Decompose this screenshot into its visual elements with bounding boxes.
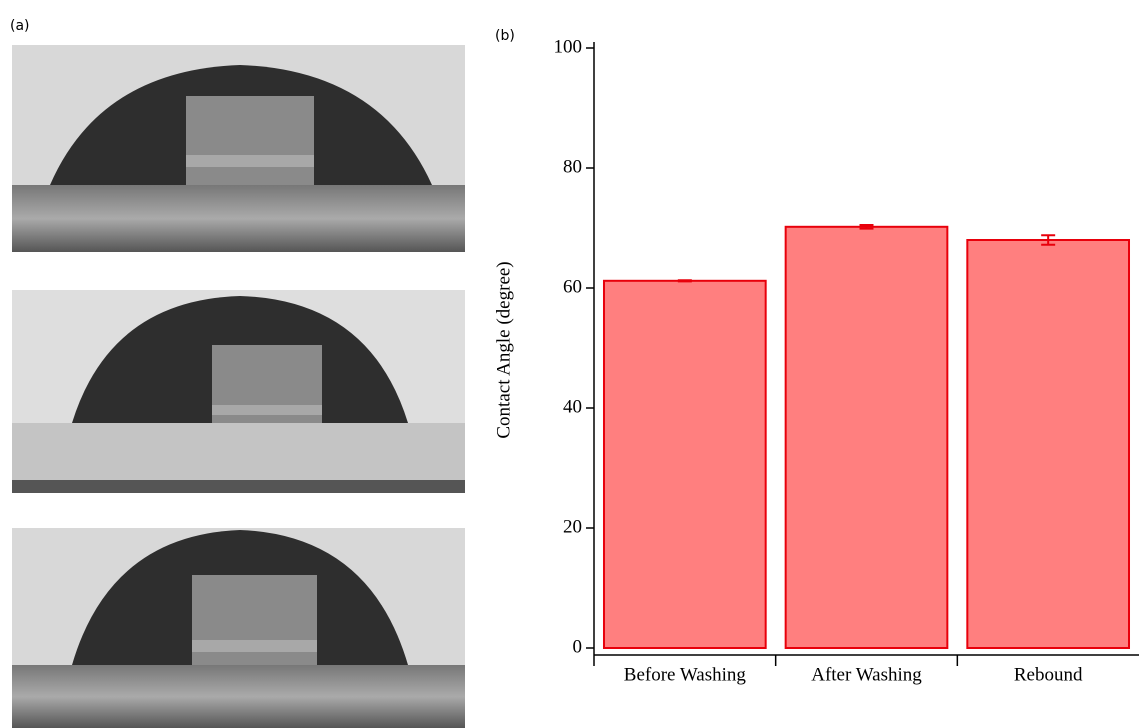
bar	[604, 281, 766, 648]
droplet-photo	[12, 528, 465, 728]
x-tick-label: After Washing	[811, 664, 922, 685]
y-tick-label: 60	[563, 276, 582, 297]
y-tick-label: 0	[573, 636, 583, 657]
bar	[967, 240, 1129, 648]
x-tick-label: Rebound	[1014, 664, 1083, 685]
panel-label: (b)	[495, 28, 515, 44]
y-tick-label: 20	[563, 516, 582, 537]
droplet-photo	[12, 290, 465, 493]
bar	[786, 227, 948, 648]
figure: (a) (b) Contact Angle (degree) 0 20 40 60 80…	[0, 0, 1139, 728]
error-bar	[678, 280, 692, 281]
x-tick-label: Before Washing	[624, 664, 747, 685]
droplet-photo	[12, 45, 465, 252]
panel-label: (a)	[10, 18, 30, 34]
y-axis-label: Contact Angle (degree)	[493, 261, 514, 438]
y-tick-label: 40	[563, 396, 582, 417]
y-tick-label: 100	[554, 36, 583, 57]
y-tick-label: 80	[563, 156, 582, 177]
